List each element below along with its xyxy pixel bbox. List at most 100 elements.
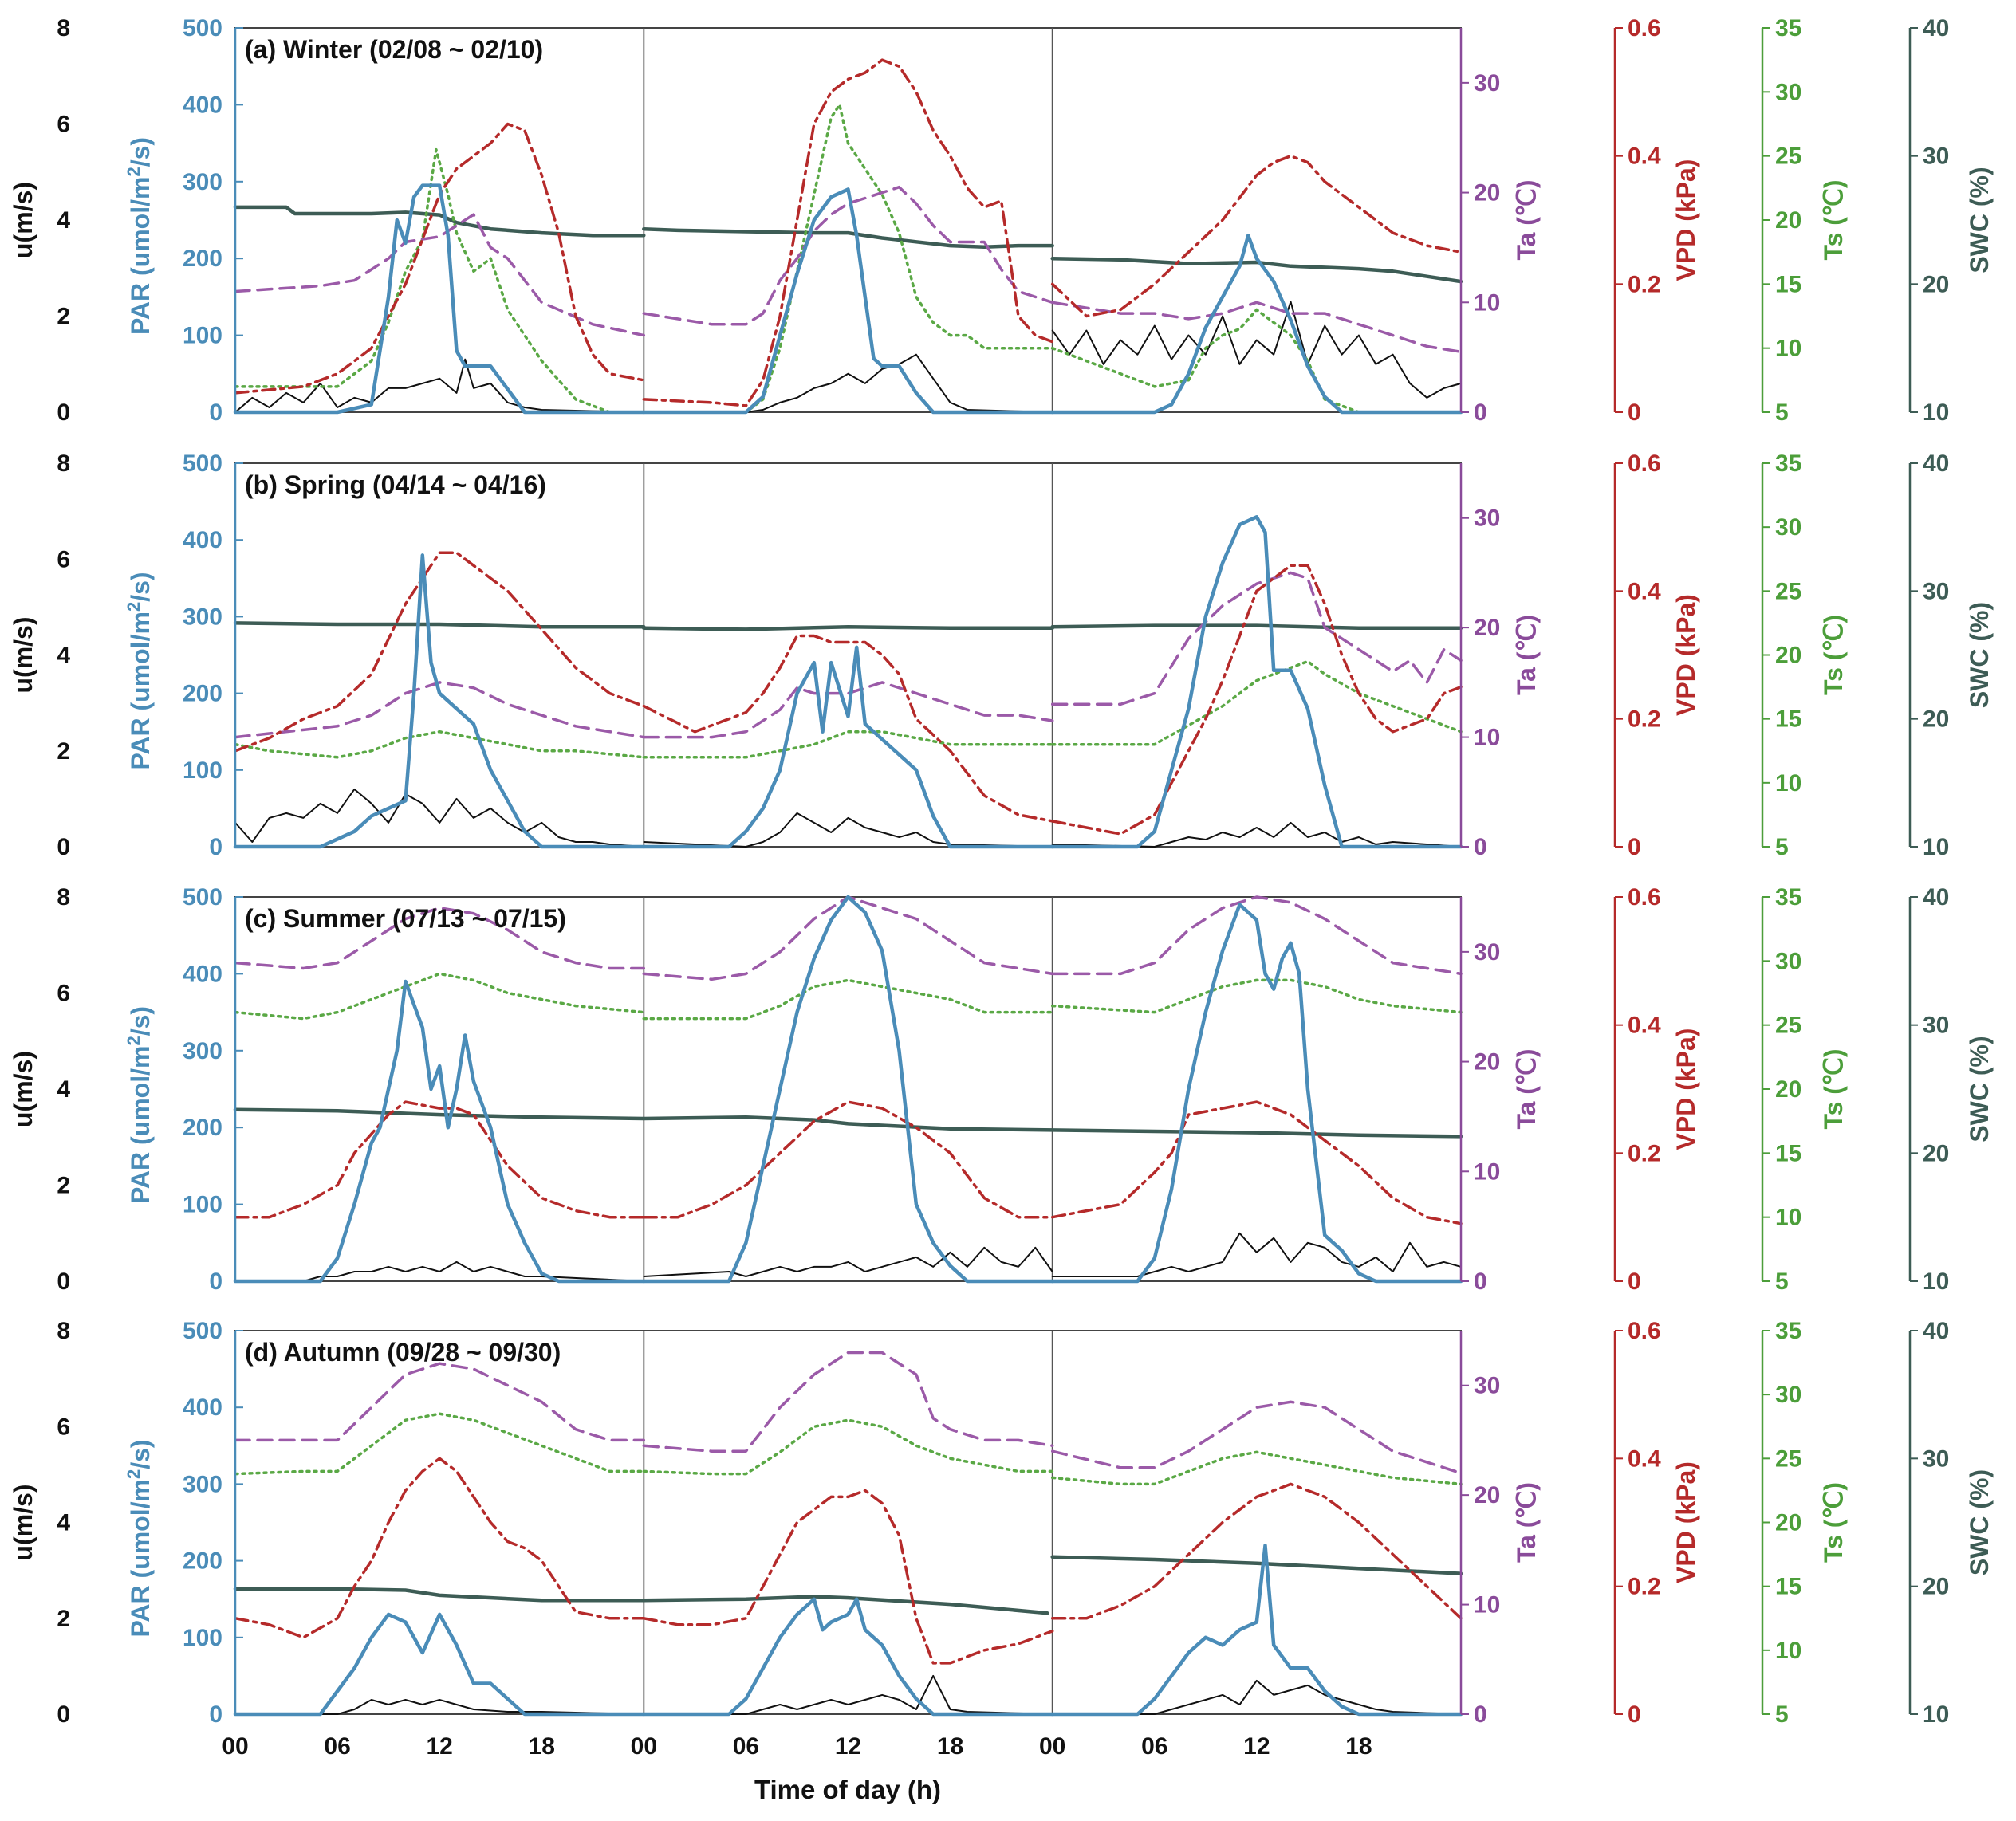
ta-axis-title: Ta (℃) bbox=[1512, 1482, 1541, 1563]
ts-tick-label: 10 bbox=[1775, 336, 1801, 362]
ta-series-day-1 bbox=[234, 213, 646, 337]
swc-series-day-2 bbox=[642, 1115, 1054, 1132]
ta-series-day-2 bbox=[642, 681, 1054, 739]
par-tick-label: 0 bbox=[209, 399, 222, 426]
ta-series-day-3 bbox=[1050, 1400, 1463, 1475]
vpd-series-day-3 bbox=[1050, 1100, 1463, 1225]
u-series-day-2 bbox=[643, 353, 1053, 413]
ta-tick-label: 20 bbox=[1474, 615, 1500, 641]
swc-tick-label: 30 bbox=[1923, 1013, 1949, 1039]
par-tick-label: 100 bbox=[183, 1192, 222, 1218]
par-tick-label: 500 bbox=[183, 15, 222, 41]
swc-series-day-3 bbox=[1050, 623, 1463, 631]
u-tick-label: 2 bbox=[57, 304, 70, 330]
ts-series-day-3 bbox=[1050, 308, 1463, 414]
u-tick-label: 8 bbox=[57, 450, 70, 477]
plot-frame bbox=[234, 896, 1462, 1282]
swc-axis-title: SWC (%) bbox=[1965, 167, 1994, 273]
vpd-tick-label: 0 bbox=[1628, 399, 1641, 426]
par-tick-label: 300 bbox=[183, 169, 222, 195]
par-series-day-3 bbox=[1050, 1544, 1463, 1717]
x-tick-label: 00 bbox=[1039, 1733, 1065, 1760]
ta-axis-title: Ta (℃) bbox=[1512, 1048, 1541, 1129]
u-axis-title: u(m/s) bbox=[9, 1051, 37, 1127]
ta-tick-label: 10 bbox=[1474, 289, 1500, 316]
vpd-tick-label: 0.4 bbox=[1628, 1013, 1661, 1039]
u-tick-label: 0 bbox=[57, 834, 70, 860]
par-tick-label: 500 bbox=[183, 884, 222, 910]
u-series-day-1 bbox=[234, 1261, 645, 1282]
u-axis-title: u(m/s) bbox=[9, 617, 37, 694]
u-tick-label: 4 bbox=[57, 643, 70, 669]
swc-tick-label: 30 bbox=[1923, 1445, 1949, 1472]
u-series-day-3 bbox=[1051, 1679, 1462, 1715]
swc-series-day-1 bbox=[233, 205, 646, 238]
ta-axis-title: Ta (℃) bbox=[1512, 179, 1541, 260]
plot-frame bbox=[234, 27, 1462, 413]
par-tick-label: 400 bbox=[183, 961, 222, 987]
ts-tick-label: 10 bbox=[1775, 770, 1801, 796]
ts-tick-label: 15 bbox=[1775, 706, 1801, 733]
ts-tick-label: 20 bbox=[1775, 643, 1801, 669]
panel-title: (d) Autumn (09/28 ~ 09/30) bbox=[245, 1338, 561, 1367]
par-series-day-1 bbox=[233, 1612, 646, 1717]
par-series-day-3 bbox=[1050, 234, 1463, 415]
x-axis-title: Time of day (h) bbox=[754, 1775, 941, 1804]
vpd-tick-label: 0 bbox=[1628, 834, 1641, 860]
par-tick-label: 500 bbox=[183, 450, 222, 477]
ta-axis-title: Ta (℃) bbox=[1512, 615, 1541, 695]
ts-tick-label: 5 bbox=[1775, 1268, 1789, 1295]
par-axis-title: PAR (umol/m2/s) bbox=[124, 137, 155, 335]
par-tick-label: 400 bbox=[183, 92, 222, 118]
u-series-day-3 bbox=[1051, 821, 1462, 848]
par-tick-label: 100 bbox=[183, 1625, 222, 1651]
swc-tick-label: 20 bbox=[1923, 706, 1949, 733]
vpd-tick-label: 0.6 bbox=[1628, 450, 1661, 477]
par-tick-label: 300 bbox=[183, 604, 222, 630]
ts-series-day-3 bbox=[1050, 1450, 1463, 1486]
ts-series-day-1 bbox=[234, 147, 646, 414]
par-tick-label: 400 bbox=[183, 1394, 222, 1421]
ts-series-day-3 bbox=[1050, 978, 1463, 1014]
ta-tick-label: 10 bbox=[1474, 1158, 1500, 1185]
par-series-day-1 bbox=[233, 979, 646, 1284]
swc-tick-label: 30 bbox=[1923, 578, 1949, 604]
x-tick-label: 12 bbox=[835, 1733, 861, 1760]
swc-series-day-2 bbox=[642, 226, 1054, 249]
par-series-day-1 bbox=[233, 183, 646, 415]
par-tick-label: 400 bbox=[183, 527, 222, 553]
u-series-day-2 bbox=[643, 1674, 1053, 1715]
x-tick-label: 12 bbox=[1243, 1733, 1270, 1760]
swc-series-day-3 bbox=[1050, 1128, 1463, 1139]
u-tick-label: 6 bbox=[57, 112, 70, 138]
ts-series-day-1 bbox=[234, 972, 646, 1021]
u-series-day-2 bbox=[643, 812, 1053, 848]
swc-tick-label: 40 bbox=[1923, 450, 1949, 477]
vpd-series-day-1 bbox=[234, 1457, 646, 1639]
par-tick-label: 200 bbox=[183, 1548, 222, 1575]
swc-tick-label: 40 bbox=[1923, 15, 1949, 41]
par-tick-label: 0 bbox=[209, 1701, 222, 1728]
u-tick-label: 8 bbox=[57, 1318, 70, 1344]
par-tick-label: 100 bbox=[183, 757, 222, 784]
u-tick-label: 6 bbox=[57, 546, 70, 572]
ts-series-day-1 bbox=[234, 730, 646, 759]
x-tick-label: 00 bbox=[631, 1733, 657, 1760]
vpd-tick-label: 0.2 bbox=[1628, 1574, 1661, 1600]
ts-tick-label: 15 bbox=[1775, 271, 1801, 297]
swc-axis-title: SWC (%) bbox=[1965, 1469, 1994, 1575]
swc-tick-label: 10 bbox=[1923, 834, 1949, 860]
swc-tick-label: 30 bbox=[1923, 144, 1949, 170]
par-tick-label: 0 bbox=[209, 1268, 222, 1295]
u-axis-title: u(m/s) bbox=[9, 182, 37, 258]
swc-series-day-3 bbox=[1050, 256, 1463, 284]
vpd-tick-label: 0.6 bbox=[1628, 15, 1661, 41]
ts-tick-label: 35 bbox=[1775, 884, 1801, 910]
par-series-day-2 bbox=[642, 895, 1054, 1284]
ts-tick-label: 35 bbox=[1775, 450, 1801, 477]
swc-series-day-1 bbox=[233, 1107, 646, 1121]
swc-axis-title: SWC (%) bbox=[1965, 602, 1994, 708]
ts-tick-label: 5 bbox=[1775, 834, 1789, 860]
